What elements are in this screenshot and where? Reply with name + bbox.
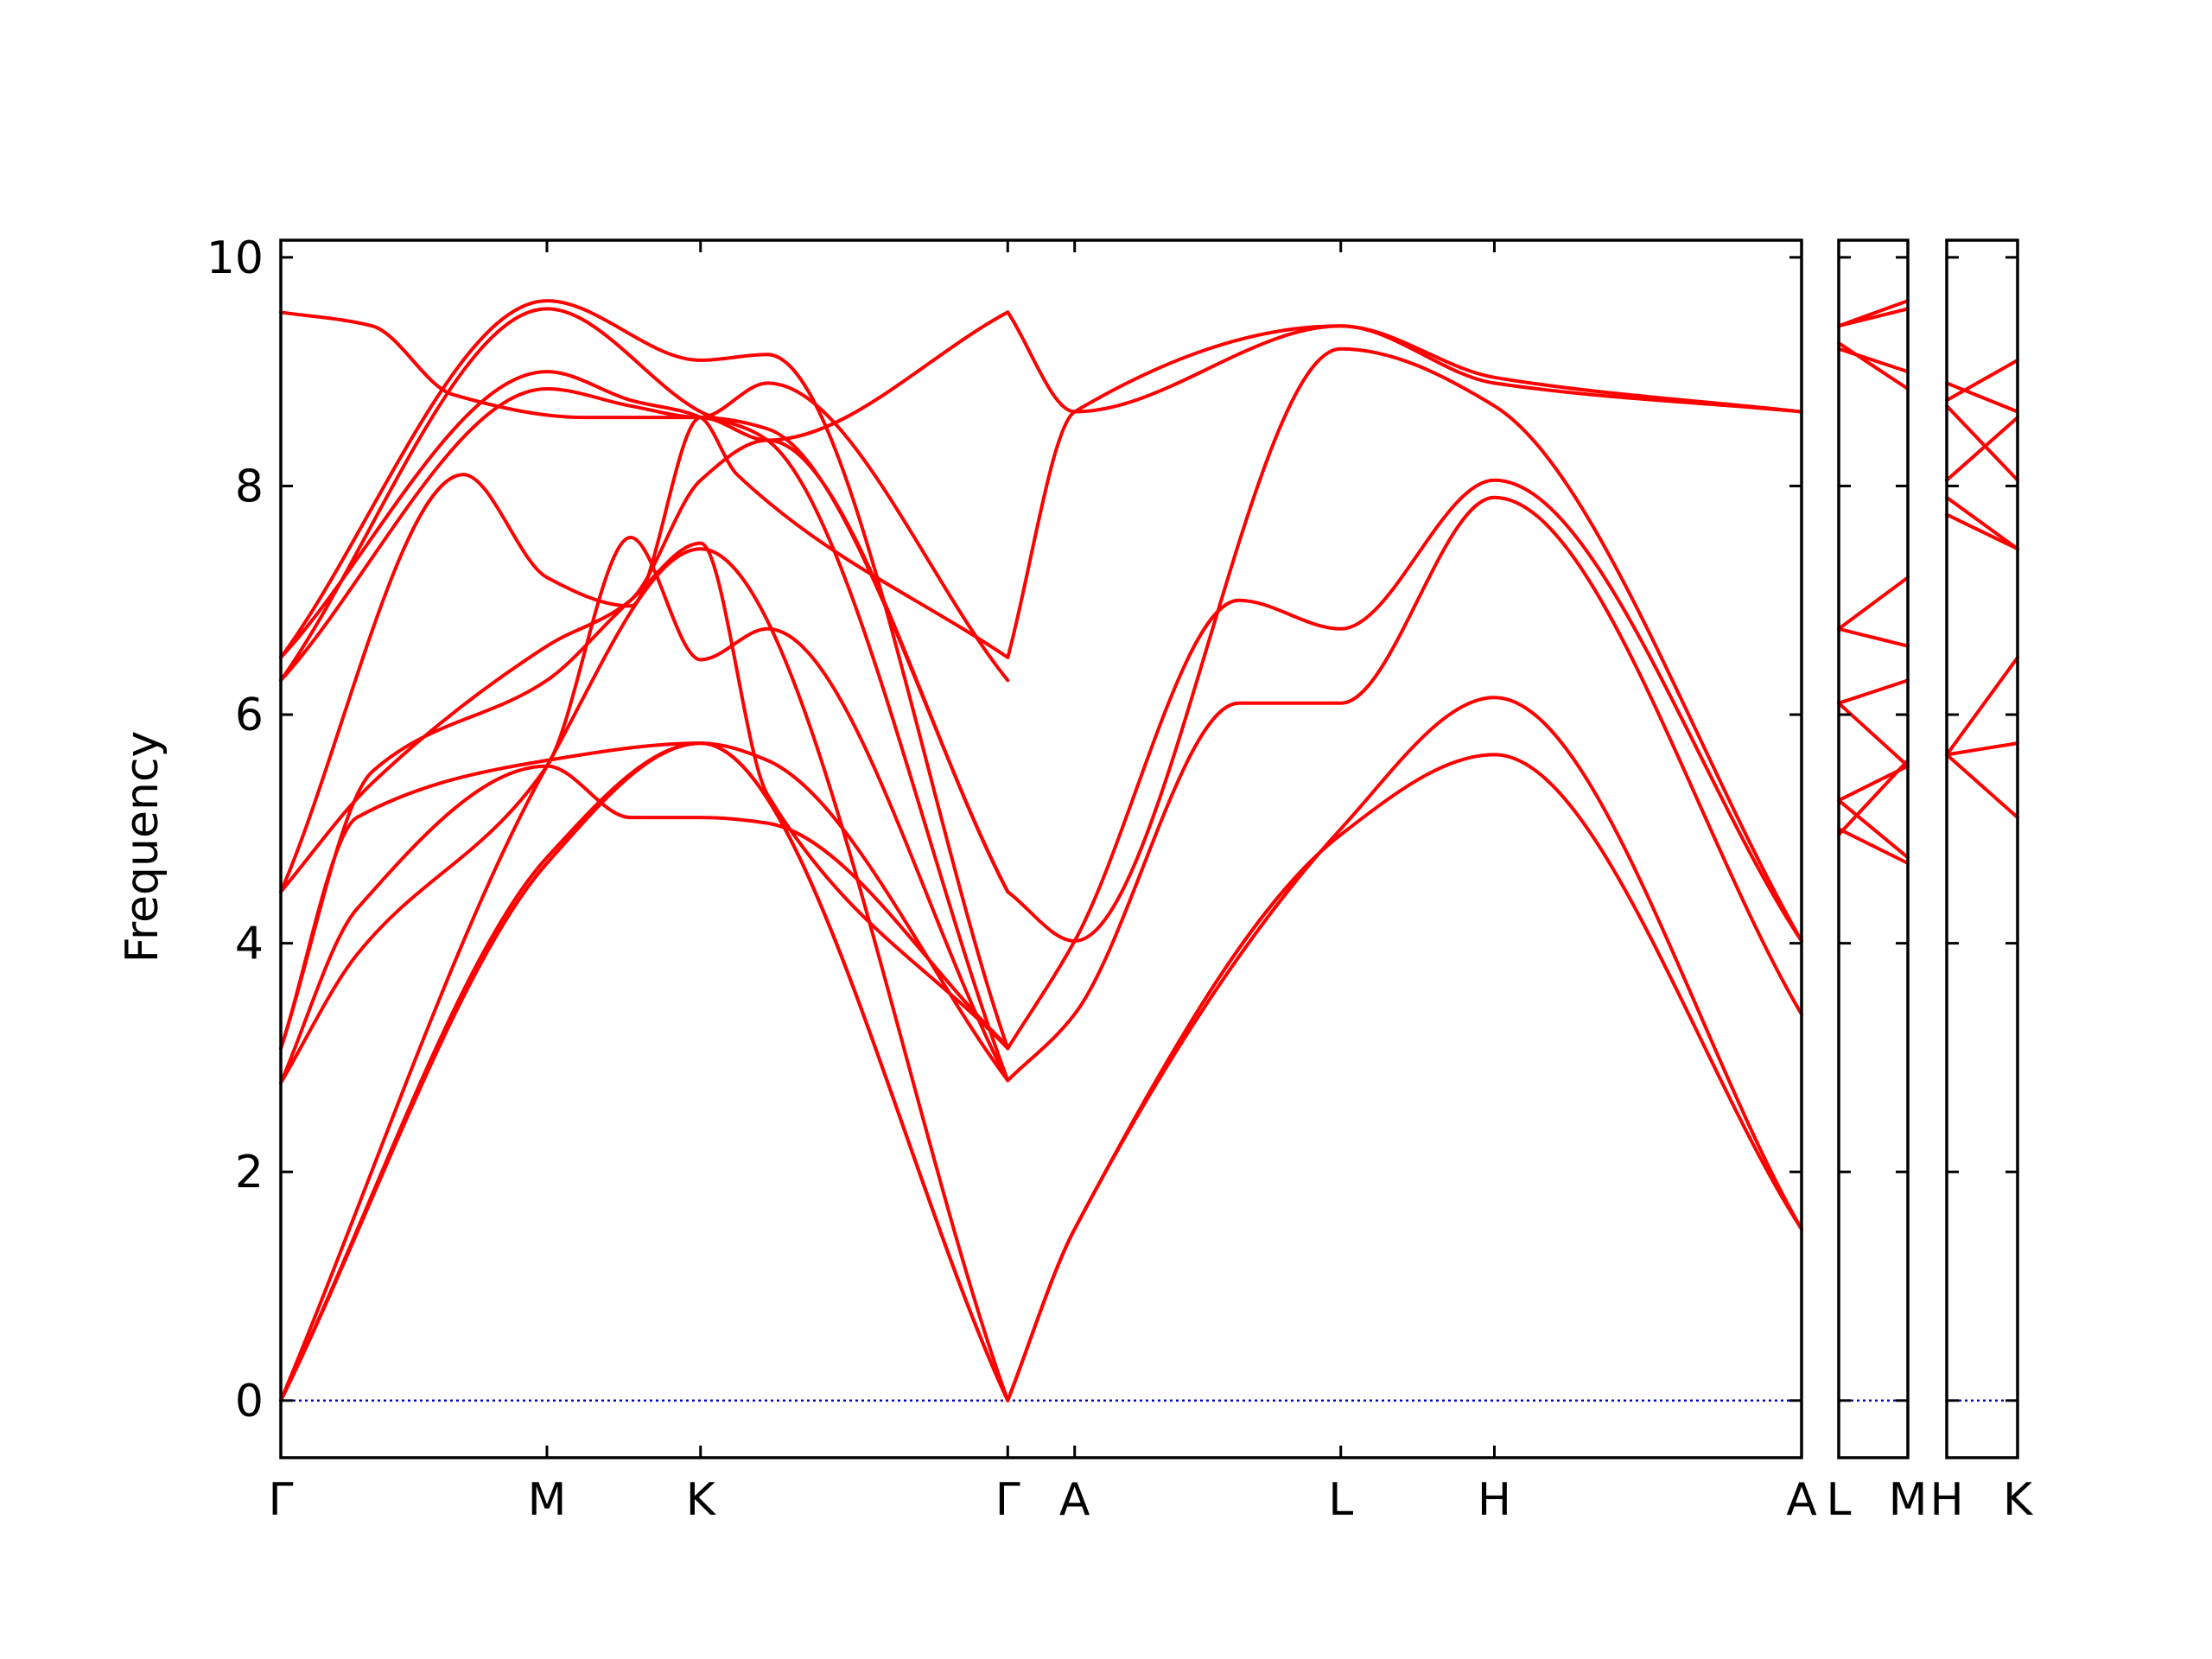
band-line-7 <box>1837 678 1910 705</box>
x-tick-label-3-1: H <box>1929 1474 1963 1526</box>
band-line-3 <box>1837 341 1910 391</box>
x-tick-label-1-4: Γ <box>995 1474 1020 1526</box>
band-line-20 <box>1006 324 1803 659</box>
x-tick-label-1-1: Γ <box>269 1474 294 1526</box>
band-line-15 <box>1006 753 1803 1402</box>
y-tick-label-8: 8 <box>235 461 264 512</box>
band-line-5 <box>1945 495 2019 551</box>
band-line-18 <box>1006 478 1803 1051</box>
band-line-7 <box>1945 655 2019 757</box>
band-line-14 <box>279 310 1010 442</box>
band-line-2 <box>1837 307 1910 328</box>
y-tick-label-10: 10 <box>207 232 264 284</box>
band-line-1 <box>279 741 1010 1402</box>
y-axis-label: Frequency <box>117 731 168 963</box>
x-tick-label-2-2: M <box>1889 1474 1928 1526</box>
band-line-4 <box>1837 346 1910 374</box>
band-line-10 <box>279 381 1010 683</box>
band-line-19 <box>1006 346 1803 943</box>
band-line-13 <box>279 299 1010 1051</box>
y-tick-label-6: 6 <box>235 690 264 741</box>
band-line-9 <box>1945 753 2019 820</box>
band-line-7 <box>279 541 1010 1051</box>
panel-1-frame <box>279 238 1803 1459</box>
band-line-1 <box>1945 381 2019 414</box>
band-line-5 <box>1837 575 1910 631</box>
band-line-4 <box>279 764 1010 1085</box>
panel-3-frame <box>1945 238 2019 1459</box>
band-line-9 <box>279 416 1010 894</box>
band-line-16 <box>1006 696 1803 1402</box>
x-tick-label-1-8: A <box>1786 1474 1817 1526</box>
band-line-12 <box>1837 827 1910 865</box>
band-line-3 <box>279 547 1010 1402</box>
y-tick-labels: 0 2 4 6 8 10 <box>207 232 264 1427</box>
band-line-17 <box>1006 495 1803 1083</box>
y-tick-label-0: 0 <box>235 1376 264 1427</box>
x-tick-label-1-5: A <box>1059 1474 1090 1526</box>
band-line-11 <box>1837 759 1910 836</box>
band-line-12 <box>279 307 1010 1083</box>
y-tick-label-4: 4 <box>235 918 264 970</box>
band-line-2 <box>279 741 1010 1402</box>
band-line-6 <box>1837 626 1910 648</box>
band-line-8 <box>1837 701 1910 768</box>
band-line-5 <box>279 536 1010 1085</box>
band-line-6 <box>1945 512 2019 551</box>
x-tick-label-1-2: M <box>528 1474 567 1526</box>
band-line-21 <box>1006 310 1803 414</box>
x-tick-label-1-6: L <box>1328 1474 1353 1526</box>
band-line-3 <box>1945 404 2019 482</box>
band-line-8 <box>1945 741 2019 757</box>
band-line-4 <box>1945 416 2019 482</box>
x-tick-label-2-1: L <box>1827 1474 1852 1526</box>
x-tick-label-1-3: K <box>686 1474 717 1526</box>
x-tick-label-1-7: H <box>1478 1474 1511 1526</box>
x-tick-label-3-2: K <box>2003 1474 2034 1526</box>
y-tick-label-2: 2 <box>235 1147 264 1198</box>
band-line-10 <box>1837 798 1910 860</box>
band-line-2 <box>1945 358 2019 403</box>
panel-2-frame <box>1837 238 1910 1459</box>
